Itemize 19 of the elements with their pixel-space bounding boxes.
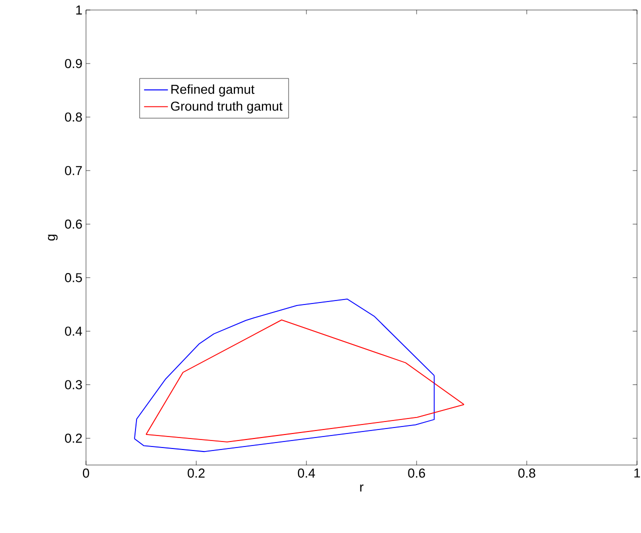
y-tick-label: 1 <box>76 6 82 14</box>
y-tick-label: 0.8 <box>64 112 82 122</box>
x-tick-label: 0.8 <box>518 468 536 478</box>
y-tick-label: 0.2 <box>64 434 82 443</box>
y-tick-label: 0.5 <box>64 273 82 282</box>
x-tick-label: 1 <box>634 468 640 478</box>
y-tick-label: 0.9 <box>64 58 82 68</box>
x-axis-title: r <box>360 484 364 492</box>
y-axis-title: g <box>48 234 58 241</box>
legend-label: Refined gamut <box>171 84 254 96</box>
legend-label: Ground truth gamut <box>170 101 283 114</box>
y-tick-label: 0.4 <box>64 326 82 336</box>
y-tick-label: 0.7 <box>64 166 82 176</box>
x-tick-label: 0.6 <box>408 468 426 478</box>
x-tick-label: 0.4 <box>298 468 316 478</box>
y-tick-label: 0.3 <box>64 380 82 390</box>
x-tick-label: 0 <box>82 468 90 478</box>
y-tick-label: 0.6 <box>64 220 82 229</box>
x-tick-label: 0.2 <box>188 468 205 478</box>
